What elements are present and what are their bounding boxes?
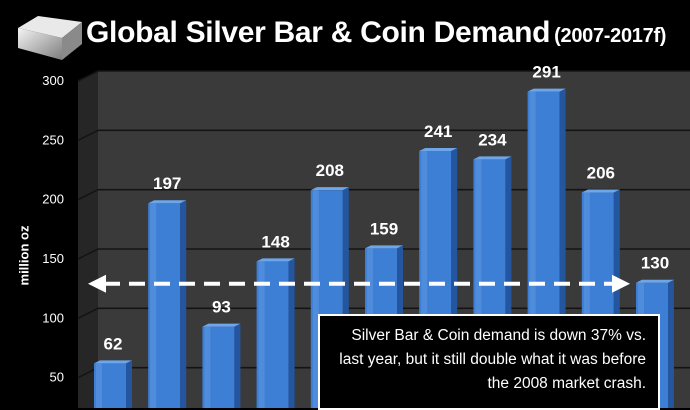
bar-value-label: 208 — [316, 161, 344, 180]
y-tick-label: 100 — [42, 310, 64, 325]
bar-value-label: 241 — [424, 122, 452, 141]
bar — [256, 258, 295, 408]
bar-value-label: 197 — [153, 174, 181, 193]
chart-header: Global Silver Bar & Coin Demand (2007-201… — [0, 0, 690, 70]
arrow-head-left — [88, 274, 106, 293]
chart-side-wall — [78, 71, 98, 408]
gridline — [77, 129, 690, 142]
silver-bar-icon — [18, 16, 82, 60]
bar-value-label: 93 — [212, 298, 231, 317]
bar-value-label: 291 — [532, 63, 560, 82]
y-tick-label: 200 — [42, 192, 64, 207]
bar — [148, 200, 187, 408]
chart-title: Global Silver Bar & Coin Demand (2007-201… — [86, 16, 667, 49]
arrow-head-right — [612, 274, 630, 293]
bar-value-label: 130 — [641, 254, 669, 273]
gridline — [77, 70, 690, 82]
y-tick-label: 50 — [50, 370, 64, 385]
annotation-box: Silver Bar & Coin demand is down 37% vs.… — [318, 314, 660, 410]
y-tick-label: 150 — [42, 251, 64, 266]
bar-value-label: 206 — [587, 164, 615, 183]
bar-value-label: 62 — [104, 334, 123, 353]
chart-subtitle: (2007-2017f) — [554, 25, 667, 47]
y-tick-label: 300 — [42, 73, 64, 88]
bar-value-label: 148 — [261, 232, 289, 251]
bar — [94, 360, 132, 408]
bar-value-label: 159 — [370, 219, 398, 238]
bar-value-label: 234 — [478, 130, 507, 149]
bar — [202, 323, 241, 408]
y-tick-label: 250 — [42, 132, 64, 147]
